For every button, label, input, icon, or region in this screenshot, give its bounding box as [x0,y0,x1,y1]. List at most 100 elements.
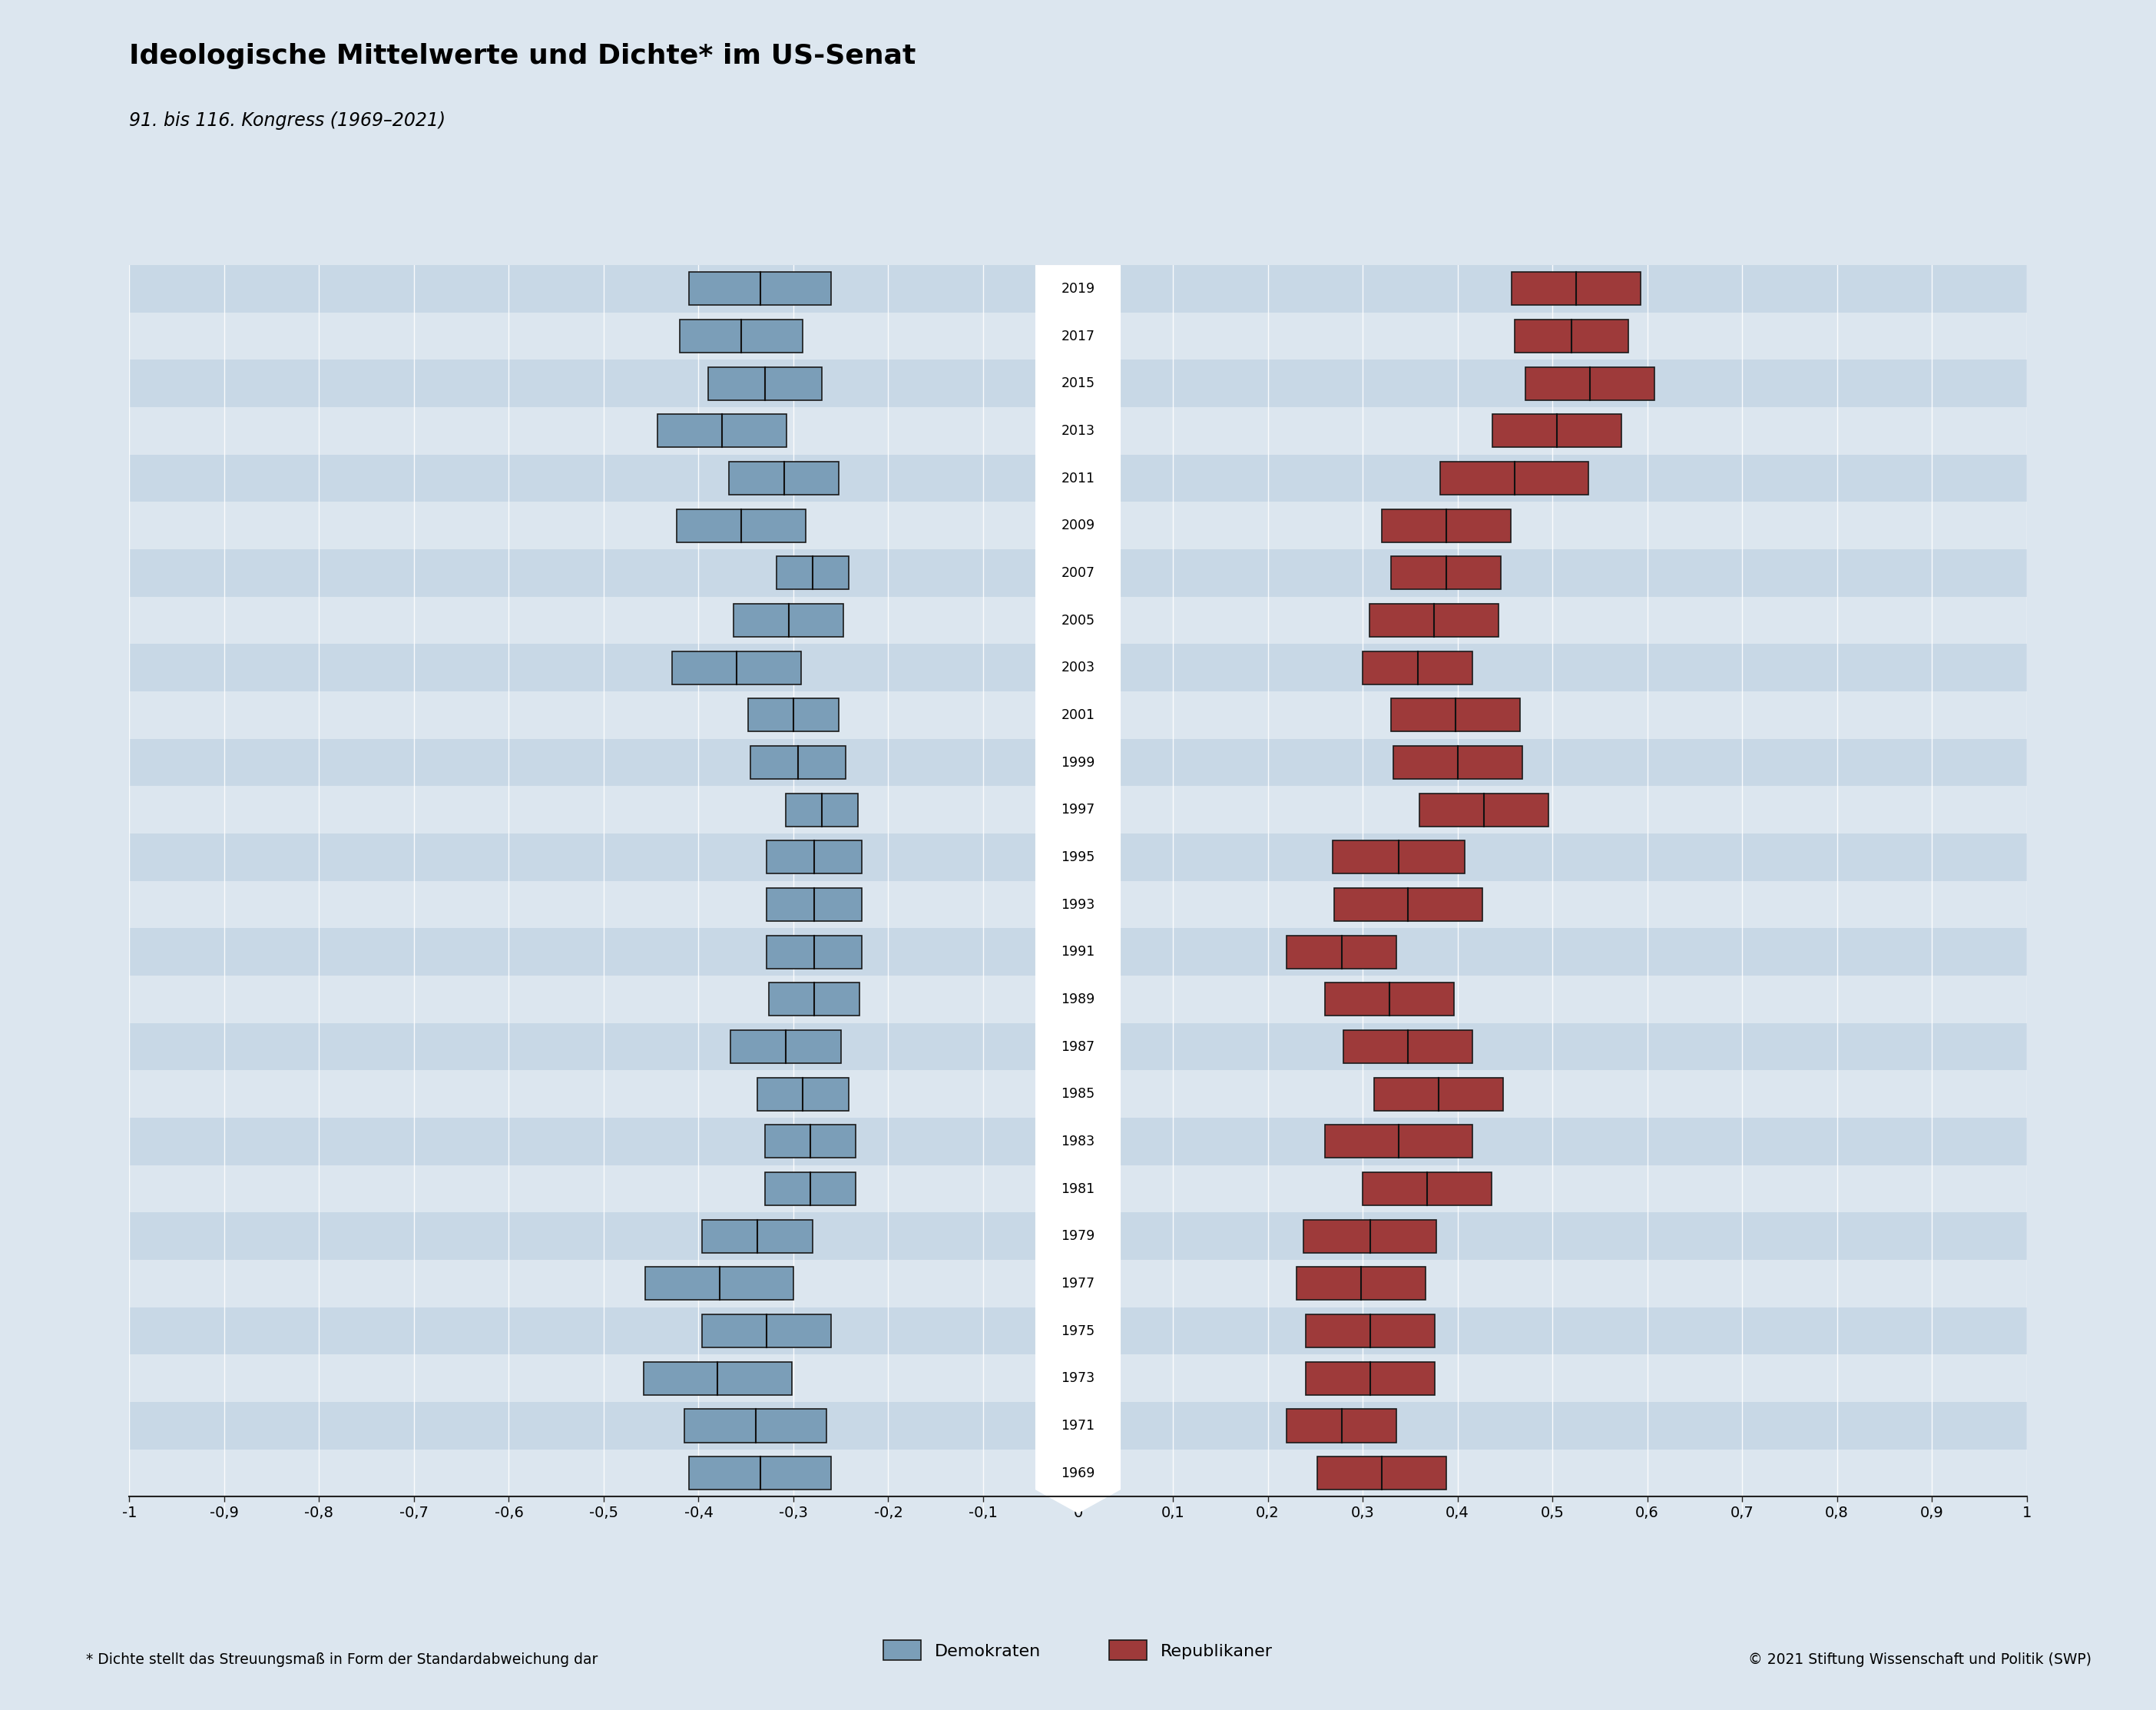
Legend: Demokraten, Republikaner: Demokraten, Republikaner [884,1640,1272,1660]
Bar [129,455,2027,503]
Bar [129,1212,2027,1260]
Bar [1332,841,1466,874]
Bar [1393,746,1522,780]
Text: 1991: 1991 [1061,946,1095,959]
Bar [129,359,2027,407]
Text: 1987: 1987 [1061,1040,1095,1053]
Text: 1981: 1981 [1061,1182,1095,1195]
Bar [1391,698,1520,732]
Text: 2013: 2013 [1061,424,1095,438]
Bar [673,652,802,684]
Bar [1287,935,1397,968]
Bar [1369,604,1498,636]
Bar [1335,887,1481,922]
Text: 2011: 2011 [1061,472,1095,486]
Text: * Dichte stellt das Streuungsmaß in Form der Standardabweichung dar: * Dichte stellt das Streuungsmaß in Form… [86,1652,597,1667]
Bar [1440,462,1589,494]
Bar [129,833,2027,881]
Text: 2007: 2007 [1061,566,1095,580]
Bar [703,1219,813,1253]
Bar [770,983,860,1016]
Bar [707,368,821,400]
Bar [768,887,862,922]
Bar [1391,556,1501,590]
Bar [129,313,2027,359]
Bar [129,645,2027,691]
Bar [731,1029,841,1064]
Text: 2001: 2001 [1061,708,1095,722]
Bar [129,929,2027,976]
Bar [690,1457,832,1489]
Bar [1317,1457,1447,1489]
Bar [1287,1409,1397,1442]
Bar [1419,793,1548,826]
Bar [129,787,2027,833]
Bar [642,1361,791,1395]
Bar [1373,1077,1503,1112]
Bar [1492,414,1621,448]
Bar [748,698,839,732]
Text: 1985: 1985 [1061,1088,1095,1101]
Text: 1999: 1999 [1061,756,1095,770]
Bar [129,691,2027,739]
Text: 1969: 1969 [1061,1465,1095,1479]
Text: 1989: 1989 [1061,992,1095,1005]
Bar [1526,368,1656,400]
Bar [690,272,832,306]
Text: 1973: 1973 [1061,1371,1095,1385]
Bar [757,1077,849,1112]
Bar [129,1306,2027,1354]
Bar [677,510,806,542]
Bar [645,1267,793,1300]
Bar [1324,1125,1473,1158]
Bar [1307,1315,1434,1347]
Bar [1304,1219,1436,1253]
Bar [768,841,862,874]
Bar [785,793,858,826]
Text: 91. bis 116. Kongress (1969–2021): 91. bis 116. Kongress (1969–2021) [129,111,446,130]
Bar [129,597,2027,645]
Bar [1363,652,1473,684]
Bar [1307,1361,1434,1395]
Bar [129,739,2027,787]
Bar [1324,983,1453,1016]
Bar [129,1118,2027,1165]
Text: 2015: 2015 [1061,376,1095,390]
Text: 1997: 1997 [1061,804,1095,817]
Bar [1296,1267,1425,1300]
Bar [1511,272,1641,306]
Bar [129,1070,2027,1118]
Text: © 2021 Stiftung Wissenschaft und Politik (SWP): © 2021 Stiftung Wissenschaft und Politik… [1749,1652,2091,1667]
Bar [129,1354,2027,1402]
Bar [703,1315,832,1347]
Bar [733,604,843,636]
Bar [129,1450,2027,1496]
Text: 1971: 1971 [1061,1419,1095,1433]
Bar [729,462,839,494]
Bar [768,935,862,968]
Bar [129,976,2027,1023]
Bar [129,1260,2027,1306]
Bar [1382,510,1511,542]
Text: 2009: 2009 [1061,518,1095,532]
Text: 2017: 2017 [1061,330,1095,344]
Polygon shape [1035,265,1121,1513]
Bar [129,881,2027,929]
Bar [765,1173,856,1206]
Bar [129,407,2027,455]
Bar [1343,1029,1473,1064]
Bar [129,1402,2027,1450]
Bar [765,1125,856,1158]
Bar [129,503,2027,549]
Bar [129,1165,2027,1212]
Bar [776,556,849,590]
Bar [679,320,802,352]
Bar [129,549,2027,597]
Text: 1975: 1975 [1061,1324,1095,1337]
Text: Ideologische Mittelwerte und Dichte* im US-Senat: Ideologische Mittelwerte und Dichte* im … [129,43,916,68]
Bar [683,1409,826,1442]
Bar [129,265,2027,313]
Text: 1977: 1977 [1061,1277,1095,1291]
Text: 2003: 2003 [1061,660,1095,675]
Text: 2005: 2005 [1061,614,1095,628]
